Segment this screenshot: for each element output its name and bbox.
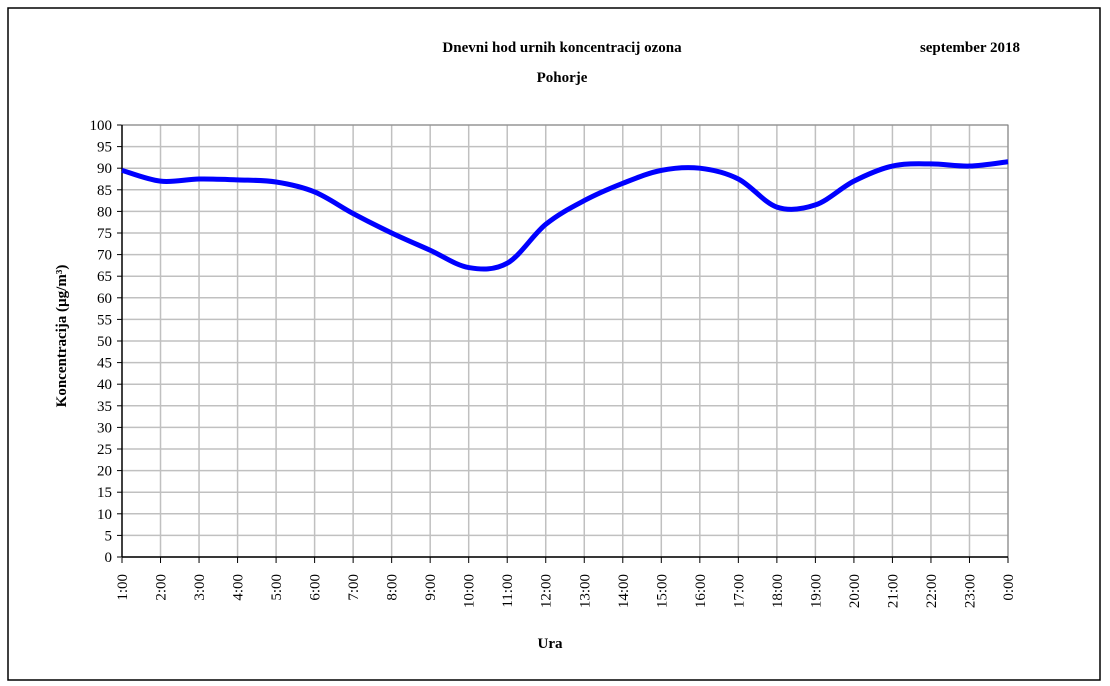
y-tick-label: 30 [97, 420, 112, 436]
data-line [121, 159, 1009, 272]
x-tick-label: 0:00 [1001, 574, 1017, 601]
y-tick-label: 60 [97, 291, 112, 307]
x-tick-label: 18:00 [770, 574, 786, 608]
y-tick-label: 80 [97, 204, 112, 220]
y-tick-label: 55 [97, 312, 112, 328]
x-tick-label: 7:00 [346, 574, 362, 601]
y-tick-label: 100 [90, 118, 113, 134]
x-tick-label: 20:00 [847, 574, 863, 608]
y-tick-label: 90 [97, 161, 112, 177]
x-tick-label: 13:00 [577, 574, 593, 608]
chart-border [7, 7, 1101, 681]
y-tick-label: 5 [105, 528, 113, 544]
x-tick-label: 19:00 [808, 574, 824, 608]
x-tick-label: 16:00 [693, 574, 709, 608]
y-tick-label: 25 [97, 442, 112, 458]
x-tick-label: 3:00 [192, 574, 208, 601]
y-tick-label: 75 [97, 226, 112, 242]
y-tick-label: 0 [105, 550, 113, 566]
y-tick-label: 45 [97, 356, 112, 372]
x-tick-label: 22:00 [924, 574, 940, 608]
x-tick-label: 9:00 [423, 574, 439, 601]
y-tick-label: 10 [97, 507, 112, 523]
chart-title: Dnevni hod urnih koncentracij ozona [442, 40, 682, 56]
y-axis-label: Koncentracija (µg/m³) [54, 265, 70, 408]
x-tick-label: 11:00 [500, 574, 516, 608]
y-tick-label: 35 [97, 399, 112, 415]
y-tick-label: 20 [97, 464, 112, 480]
y-tick-label: 95 [97, 140, 112, 156]
y-tick-label: 40 [97, 377, 112, 393]
x-tick-label: 15:00 [654, 574, 670, 608]
x-tick-label: 6:00 [308, 574, 324, 601]
y-tick-label: 15 [97, 485, 112, 501]
x-tick-label: 5:00 [269, 574, 285, 601]
x-tick-label: 2:00 [154, 574, 170, 601]
x-tick-label: 23:00 [962, 574, 978, 608]
x-axis-label: Ura [538, 636, 563, 652]
y-tick-label: 85 [97, 183, 112, 199]
x-tick-label: 1:00 [115, 574, 131, 601]
y-tick-label: 65 [97, 269, 112, 285]
x-tick-label: 21:00 [885, 574, 901, 608]
x-tick-label: 14:00 [616, 574, 632, 608]
y-tick-label: 50 [97, 334, 112, 350]
x-tick-label: 8:00 [385, 574, 401, 601]
chart-subtitle: Pohorje [537, 70, 588, 86]
x-tick-label: 17:00 [731, 574, 747, 608]
x-tick-label: 12:00 [539, 574, 555, 608]
y-tick-label: 70 [97, 248, 112, 264]
x-tick-label: 10:00 [462, 574, 478, 608]
annotation: september 2018 [920, 40, 1020, 56]
x-tick-label: 4:00 [231, 574, 247, 601]
